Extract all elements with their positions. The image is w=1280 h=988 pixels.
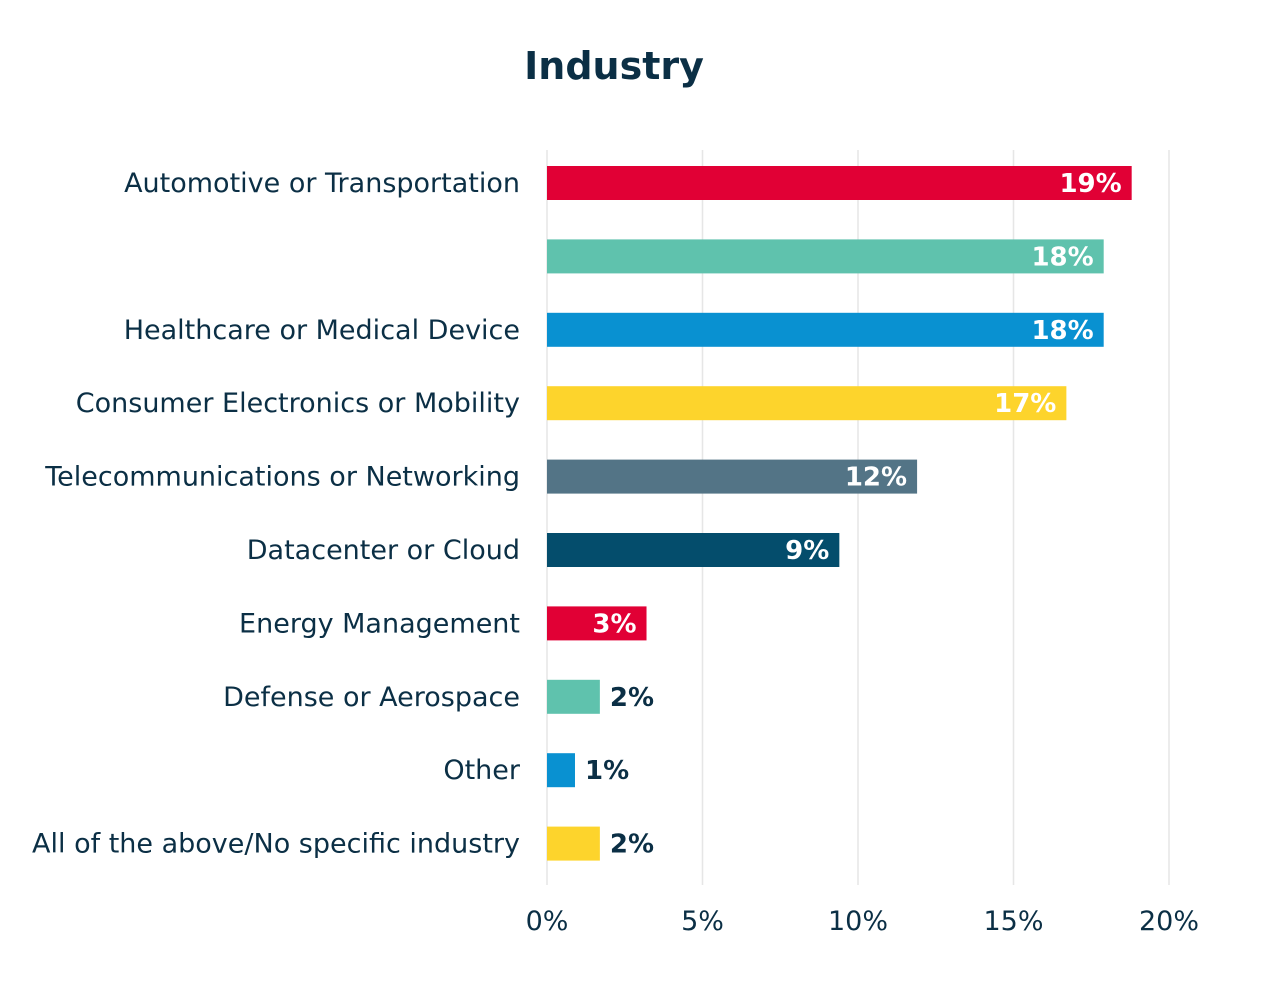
- category-label: Consumer Electronics or Mobility: [76, 388, 520, 419]
- category-label: Energy Management: [239, 608, 520, 639]
- bar: [547, 679, 600, 714]
- data-label: 18%: [1031, 242, 1093, 272]
- data-label: 2%: [610, 830, 654, 860]
- bar-layer: [547, 166, 1132, 861]
- data-label: 18%: [1031, 316, 1093, 346]
- data-label: 1%: [585, 756, 629, 786]
- bar: [547, 166, 1132, 200]
- bar: [547, 239, 1104, 274]
- chart-title: Industry: [524, 44, 704, 88]
- x-tick-label: 20%: [1139, 906, 1199, 937]
- bar: [547, 386, 1067, 421]
- x-axis: 0% 5% 10% 15% 20%: [526, 906, 1199, 937]
- data-label: 2%: [610, 683, 654, 713]
- x-tick-label: 10%: [828, 906, 888, 937]
- bar: [547, 459, 918, 494]
- data-label: 19%: [1059, 169, 1121, 199]
- category-label: Other: [443, 755, 521, 786]
- category-label: Defense or Aerospace: [223, 682, 520, 713]
- bar: [547, 606, 647, 641]
- data-label: 3%: [592, 609, 636, 639]
- category-label: All of the above/No specific industry: [32, 829, 520, 860]
- x-tick-label: 15%: [983, 906, 1043, 937]
- data-label: 17%: [994, 389, 1056, 419]
- x-tick-label: 0%: [526, 906, 569, 937]
- category-label: Datacenter or Cloud: [247, 535, 520, 566]
- bar: [547, 753, 575, 788]
- data-label: 12%: [845, 463, 907, 493]
- data-label: 9%: [785, 536, 829, 566]
- x-tick-label: 5%: [681, 906, 724, 937]
- category-label: Healthcare or Medical Device: [124, 315, 520, 346]
- bar: [547, 312, 1104, 347]
- bar: [547, 533, 840, 567]
- category-label: Telecommunications or Networking: [44, 462, 520, 493]
- label-layer: Automotive or Transportation 19% 18% Health…: [32, 168, 1122, 860]
- bar: [547, 826, 600, 861]
- category-label: Automotive or Transportation: [124, 168, 520, 199]
